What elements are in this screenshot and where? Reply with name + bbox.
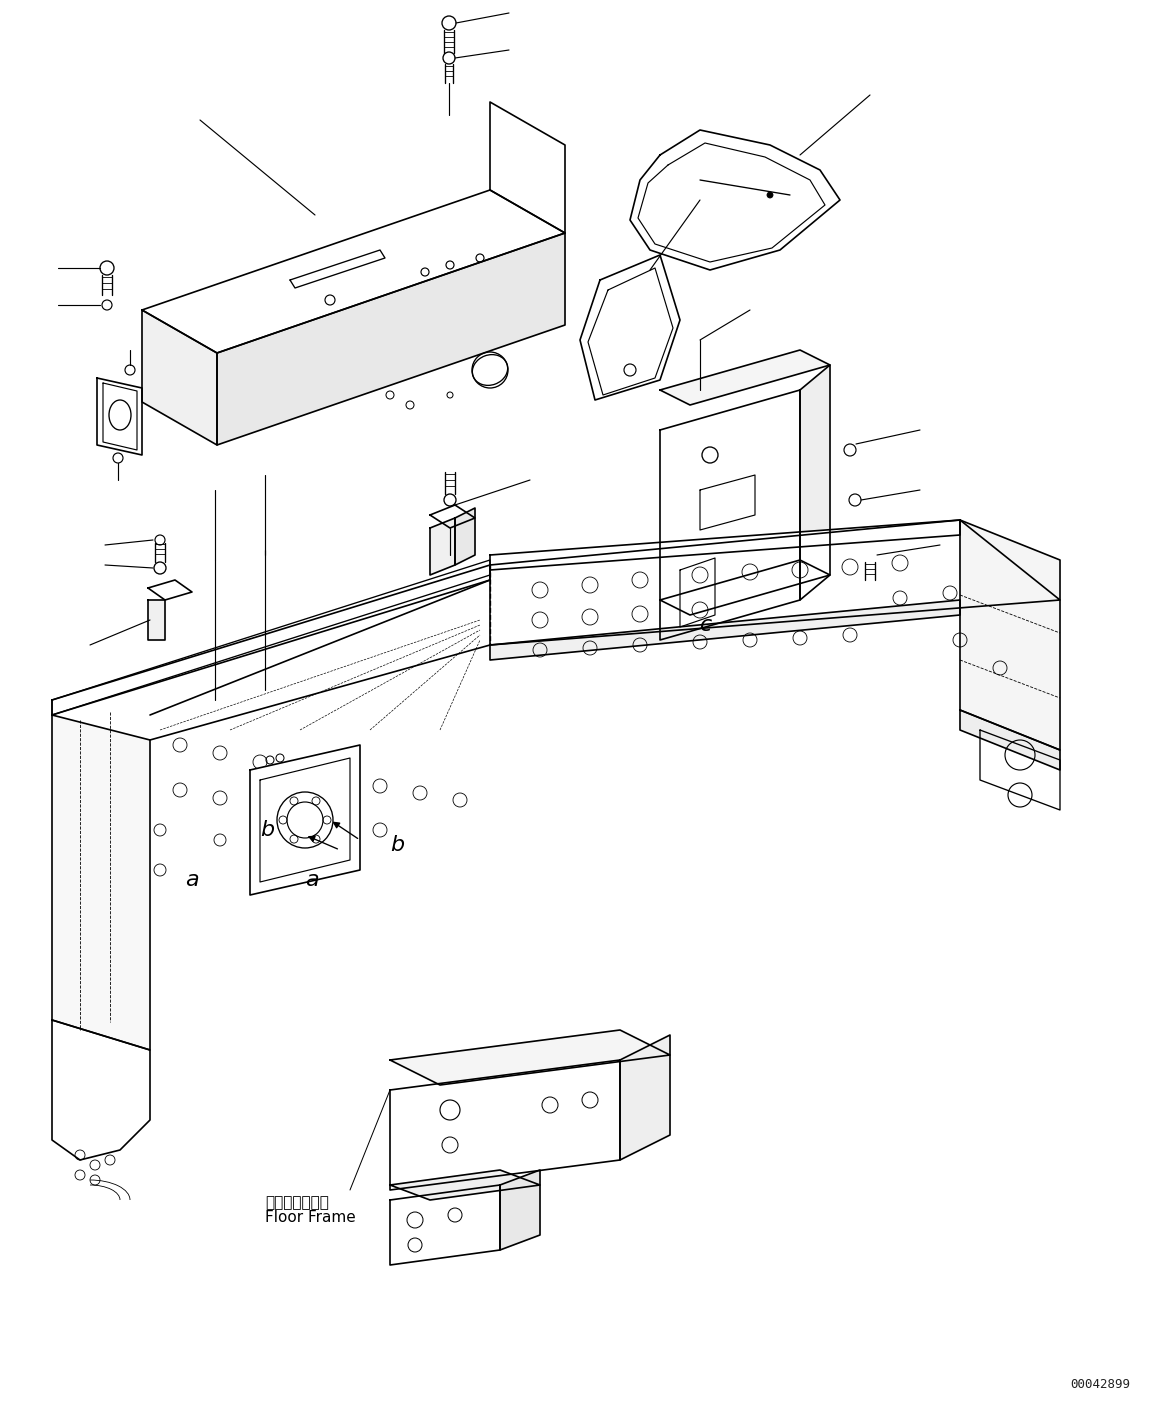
Polygon shape: [148, 600, 165, 640]
Text: Floor Frame: Floor Frame: [265, 1210, 356, 1224]
Polygon shape: [52, 1020, 150, 1160]
Polygon shape: [148, 581, 192, 600]
Polygon shape: [217, 232, 565, 445]
Polygon shape: [659, 390, 800, 640]
Polygon shape: [142, 310, 217, 445]
Polygon shape: [659, 559, 830, 614]
Text: a: a: [185, 869, 199, 890]
Polygon shape: [490, 520, 1059, 645]
Circle shape: [768, 192, 773, 199]
Text: b: b: [390, 836, 404, 855]
Polygon shape: [580, 255, 680, 400]
Text: フロアフレーム: フロアフレーム: [265, 1195, 329, 1210]
Polygon shape: [630, 130, 840, 271]
Polygon shape: [250, 745, 361, 895]
Polygon shape: [490, 600, 959, 659]
Text: b: b: [261, 820, 274, 840]
Polygon shape: [430, 519, 455, 575]
Polygon shape: [620, 1036, 670, 1160]
Text: 00042899: 00042899: [1070, 1378, 1130, 1392]
Polygon shape: [659, 349, 830, 404]
Polygon shape: [500, 1169, 540, 1250]
Polygon shape: [52, 559, 490, 714]
Polygon shape: [959, 520, 1059, 750]
Polygon shape: [455, 509, 475, 565]
Polygon shape: [390, 1185, 500, 1265]
Polygon shape: [959, 710, 1059, 769]
Polygon shape: [490, 520, 959, 571]
Polygon shape: [390, 1060, 620, 1191]
Polygon shape: [390, 1169, 540, 1200]
Text: c: c: [700, 614, 712, 635]
Polygon shape: [97, 378, 142, 455]
Polygon shape: [430, 504, 475, 528]
Polygon shape: [52, 714, 150, 1050]
Polygon shape: [490, 101, 565, 232]
Polygon shape: [390, 1030, 670, 1085]
Polygon shape: [142, 190, 565, 354]
Polygon shape: [800, 365, 830, 600]
Text: a: a: [305, 869, 319, 890]
